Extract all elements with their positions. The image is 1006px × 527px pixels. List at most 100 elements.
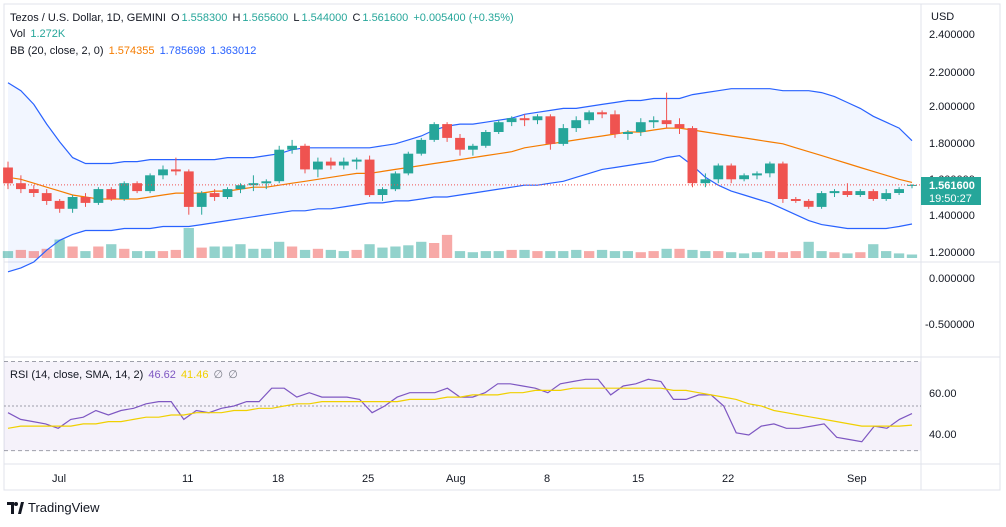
candle[interactable] — [455, 134, 465, 156]
candle[interactable] — [300, 143, 310, 174]
candle[interactable] — [222, 187, 233, 199]
candle[interactable] — [54, 199, 65, 213]
candle[interactable] — [377, 187, 388, 201]
candle[interactable] — [726, 163, 737, 184]
candle-body — [726, 165, 737, 180]
candle[interactable] — [700, 173, 711, 188]
symbol-name[interactable]: Tezos / U.S. Dollar, 1D, GEMINI — [10, 12, 166, 24]
candle[interactable] — [752, 171, 762, 180]
rsi-legend[interactable]: RSI (14, close, SMA, 14, 2) 46.62 41.46 … — [10, 368, 240, 382]
volume-value: 1.272K — [30, 28, 66, 40]
volume-bar — [790, 251, 801, 258]
volume-bar — [545, 251, 556, 258]
candle-body — [894, 189, 904, 193]
candle[interactable] — [790, 197, 801, 203]
candle[interactable] — [907, 184, 917, 189]
candle-body — [713, 165, 724, 180]
candle-body — [300, 145, 310, 170]
candle[interactable] — [661, 92, 672, 129]
candle-body — [674, 124, 685, 128]
candle[interactable] — [145, 173, 155, 194]
candle[interactable] — [480, 130, 491, 148]
candle-body — [196, 193, 207, 207]
candle[interactable] — [739, 173, 749, 182]
pane-frames — [3, 3, 1001, 491]
candle-body — [106, 189, 117, 199]
rsi-pane[interactable] — [4, 361, 921, 452]
candle[interactable] — [674, 118, 685, 134]
candle[interactable] — [16, 175, 26, 194]
candle[interactable] — [571, 116, 582, 132]
candle[interactable] — [855, 189, 866, 197]
candle[interactable] — [390, 171, 401, 192]
candle[interactable] — [364, 155, 375, 197]
candle[interactable] — [351, 157, 362, 170]
candle[interactable] — [261, 179, 272, 190]
candle[interactable] — [28, 185, 39, 197]
candle[interactable] — [442, 122, 452, 142]
candle[interactable] — [158, 165, 168, 180]
candle[interactable] — [506, 116, 517, 127]
candle[interactable] — [325, 157, 336, 170]
candle[interactable] — [248, 175, 259, 192]
tradingview-brand[interactable]: TradingView — [6, 500, 100, 515]
candlesticks[interactable] — [3, 92, 917, 215]
candle[interactable] — [313, 157, 323, 178]
candle[interactable] — [623, 130, 633, 140]
candle[interactable] — [468, 143, 478, 156]
candle[interactable] — [403, 151, 414, 176]
volume-bar — [855, 252, 866, 258]
price-axis-tick: 1.400000 — [929, 210, 975, 222]
candle[interactable] — [894, 187, 904, 195]
candle[interactable] — [493, 120, 504, 134]
candle[interactable] — [816, 191, 827, 209]
candle[interactable] — [93, 187, 104, 205]
volume-bar — [596, 249, 608, 258]
candle-body — [881, 193, 892, 199]
candle-body — [868, 191, 879, 199]
bollinger-legend[interactable]: BB (20, close, 2, 0) 1.574355 1.785698 1… — [10, 44, 258, 58]
candle[interactable] — [67, 195, 78, 213]
candle[interactable] — [842, 183, 853, 197]
candle[interactable] — [868, 189, 879, 201]
candle[interactable] — [119, 181, 130, 201]
candle[interactable] — [106, 187, 117, 201]
candle[interactable] — [171, 157, 181, 176]
candle[interactable] — [881, 189, 892, 201]
candle[interactable] — [829, 189, 840, 197]
candle[interactable] — [209, 189, 220, 201]
candle[interactable] — [519, 114, 530, 127]
candle[interactable] — [338, 157, 349, 170]
candle[interactable] — [648, 116, 659, 129]
candle[interactable] — [713, 163, 724, 184]
candle[interactable] — [610, 110, 620, 138]
candle[interactable] — [429, 122, 440, 142]
candle[interactable] — [777, 161, 788, 203]
candle[interactable] — [687, 126, 698, 188]
volume-legend[interactable]: Vol 1.272K — [10, 27, 67, 41]
candle[interactable] — [183, 169, 194, 215]
candle[interactable] — [532, 114, 543, 125]
candle-body — [610, 114, 620, 134]
candle[interactable] — [545, 114, 556, 150]
candle[interactable] — [416, 137, 427, 156]
candle[interactable] — [558, 124, 569, 146]
candle-body — [765, 163, 775, 174]
candle[interactable] — [584, 110, 594, 125]
candle[interactable] — [597, 110, 607, 119]
candle[interactable] — [132, 181, 142, 194]
candle[interactable] — [235, 183, 246, 194]
volume-bar — [183, 228, 194, 258]
volume-bar — [777, 252, 788, 258]
candle[interactable] — [274, 145, 285, 184]
candle-body — [158, 169, 168, 176]
candle[interactable] — [196, 191, 207, 215]
volume-bar — [157, 251, 169, 258]
candle[interactable] — [765, 161, 775, 178]
candle[interactable] — [287, 139, 297, 154]
candle[interactable] — [80, 193, 91, 207]
candle[interactable] — [41, 189, 52, 205]
candle[interactable] — [803, 199, 814, 209]
candle[interactable] — [635, 118, 646, 136]
